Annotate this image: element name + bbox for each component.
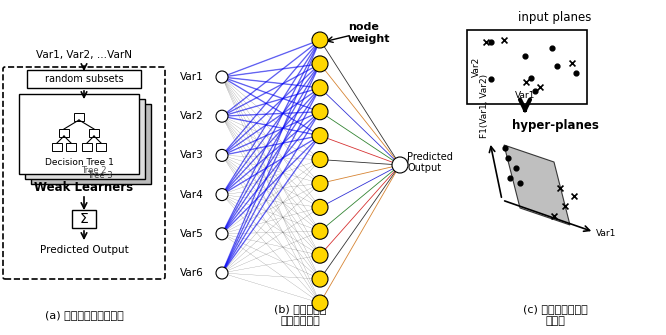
Text: Decision Tree 1: Decision Tree 1 <box>45 158 113 167</box>
Text: Var5: Var5 <box>180 229 204 239</box>
Text: input planes: input planes <box>518 10 591 23</box>
FancyBboxPatch shape <box>25 99 145 179</box>
Text: Tree 2: Tree 2 <box>81 166 107 175</box>
Point <box>559 203 570 209</box>
FancyBboxPatch shape <box>3 67 165 279</box>
Text: Var1, Var2, …VarN: Var1, Var2, …VarN <box>36 50 132 60</box>
FancyBboxPatch shape <box>59 129 69 137</box>
Circle shape <box>392 157 408 173</box>
Text: Var1: Var1 <box>180 72 204 82</box>
Circle shape <box>312 295 328 311</box>
FancyBboxPatch shape <box>82 143 92 151</box>
FancyBboxPatch shape <box>467 30 587 104</box>
Point <box>535 85 545 90</box>
Text: Output: Output <box>407 163 441 173</box>
Circle shape <box>216 267 228 279</box>
Circle shape <box>216 71 228 83</box>
Point <box>555 185 565 191</box>
Circle shape <box>216 149 228 161</box>
FancyBboxPatch shape <box>74 113 84 121</box>
Text: F1(Var1, Var2): F1(Var1, Var2) <box>480 74 488 138</box>
Text: Var1: Var1 <box>596 229 616 239</box>
Text: random subsets: random subsets <box>45 74 123 84</box>
Text: Weak Learners: Weak Learners <box>35 181 134 194</box>
Text: Var3: Var3 <box>180 150 204 160</box>
Circle shape <box>312 176 328 192</box>
Circle shape <box>312 56 328 72</box>
Text: (c) サポートベクタ
マシン: (c) サポートベクタ マシン <box>523 304 587 326</box>
Circle shape <box>312 32 328 48</box>
Point <box>486 40 496 45</box>
Text: Var1: Var1 <box>515 91 535 100</box>
FancyBboxPatch shape <box>27 70 141 88</box>
Circle shape <box>312 247 328 263</box>
Circle shape <box>216 110 228 122</box>
Polygon shape <box>504 145 570 225</box>
Point <box>521 79 532 84</box>
Point <box>525 76 536 81</box>
Point <box>520 53 531 58</box>
Text: Var2: Var2 <box>472 57 481 77</box>
Point <box>549 213 559 219</box>
Text: node: node <box>348 22 379 32</box>
Text: weight: weight <box>348 34 390 44</box>
Point <box>500 145 510 151</box>
FancyBboxPatch shape <box>72 210 96 228</box>
Circle shape <box>312 80 328 96</box>
Point <box>552 63 563 69</box>
Point <box>547 46 557 51</box>
Point <box>529 88 540 94</box>
Circle shape <box>312 128 328 144</box>
Point <box>511 165 521 171</box>
Circle shape <box>312 199 328 215</box>
Text: Σ: Σ <box>80 212 89 226</box>
FancyBboxPatch shape <box>66 143 76 151</box>
Point <box>505 175 515 181</box>
FancyBboxPatch shape <box>96 143 106 151</box>
Point <box>486 77 496 82</box>
Text: (b) ニューラル
ネットワーク: (b) ニューラル ネットワーク <box>274 304 326 326</box>
Point <box>481 40 492 45</box>
Text: Var4: Var4 <box>180 190 204 200</box>
Circle shape <box>216 228 228 240</box>
Point <box>566 61 577 66</box>
Point <box>571 70 581 76</box>
Circle shape <box>312 271 328 287</box>
FancyBboxPatch shape <box>19 94 139 174</box>
Circle shape <box>216 189 228 201</box>
Text: Predicted: Predicted <box>407 152 453 162</box>
Point <box>499 37 509 43</box>
Circle shape <box>312 104 328 120</box>
Point <box>515 180 525 186</box>
Text: (a) ランダムフォレスト: (a) ランダムフォレスト <box>45 310 123 320</box>
Text: Predicted Output: Predicted Output <box>39 245 129 255</box>
Circle shape <box>312 151 328 168</box>
Text: Tree 3: Tree 3 <box>87 171 113 180</box>
Circle shape <box>312 223 328 239</box>
FancyBboxPatch shape <box>31 104 151 184</box>
FancyBboxPatch shape <box>89 129 99 137</box>
Point <box>569 193 579 199</box>
Text: hyper-planes: hyper-planes <box>511 119 599 132</box>
Point <box>503 155 513 161</box>
Text: Var6: Var6 <box>180 268 204 278</box>
FancyBboxPatch shape <box>52 143 62 151</box>
Text: Var2: Var2 <box>180 111 204 121</box>
